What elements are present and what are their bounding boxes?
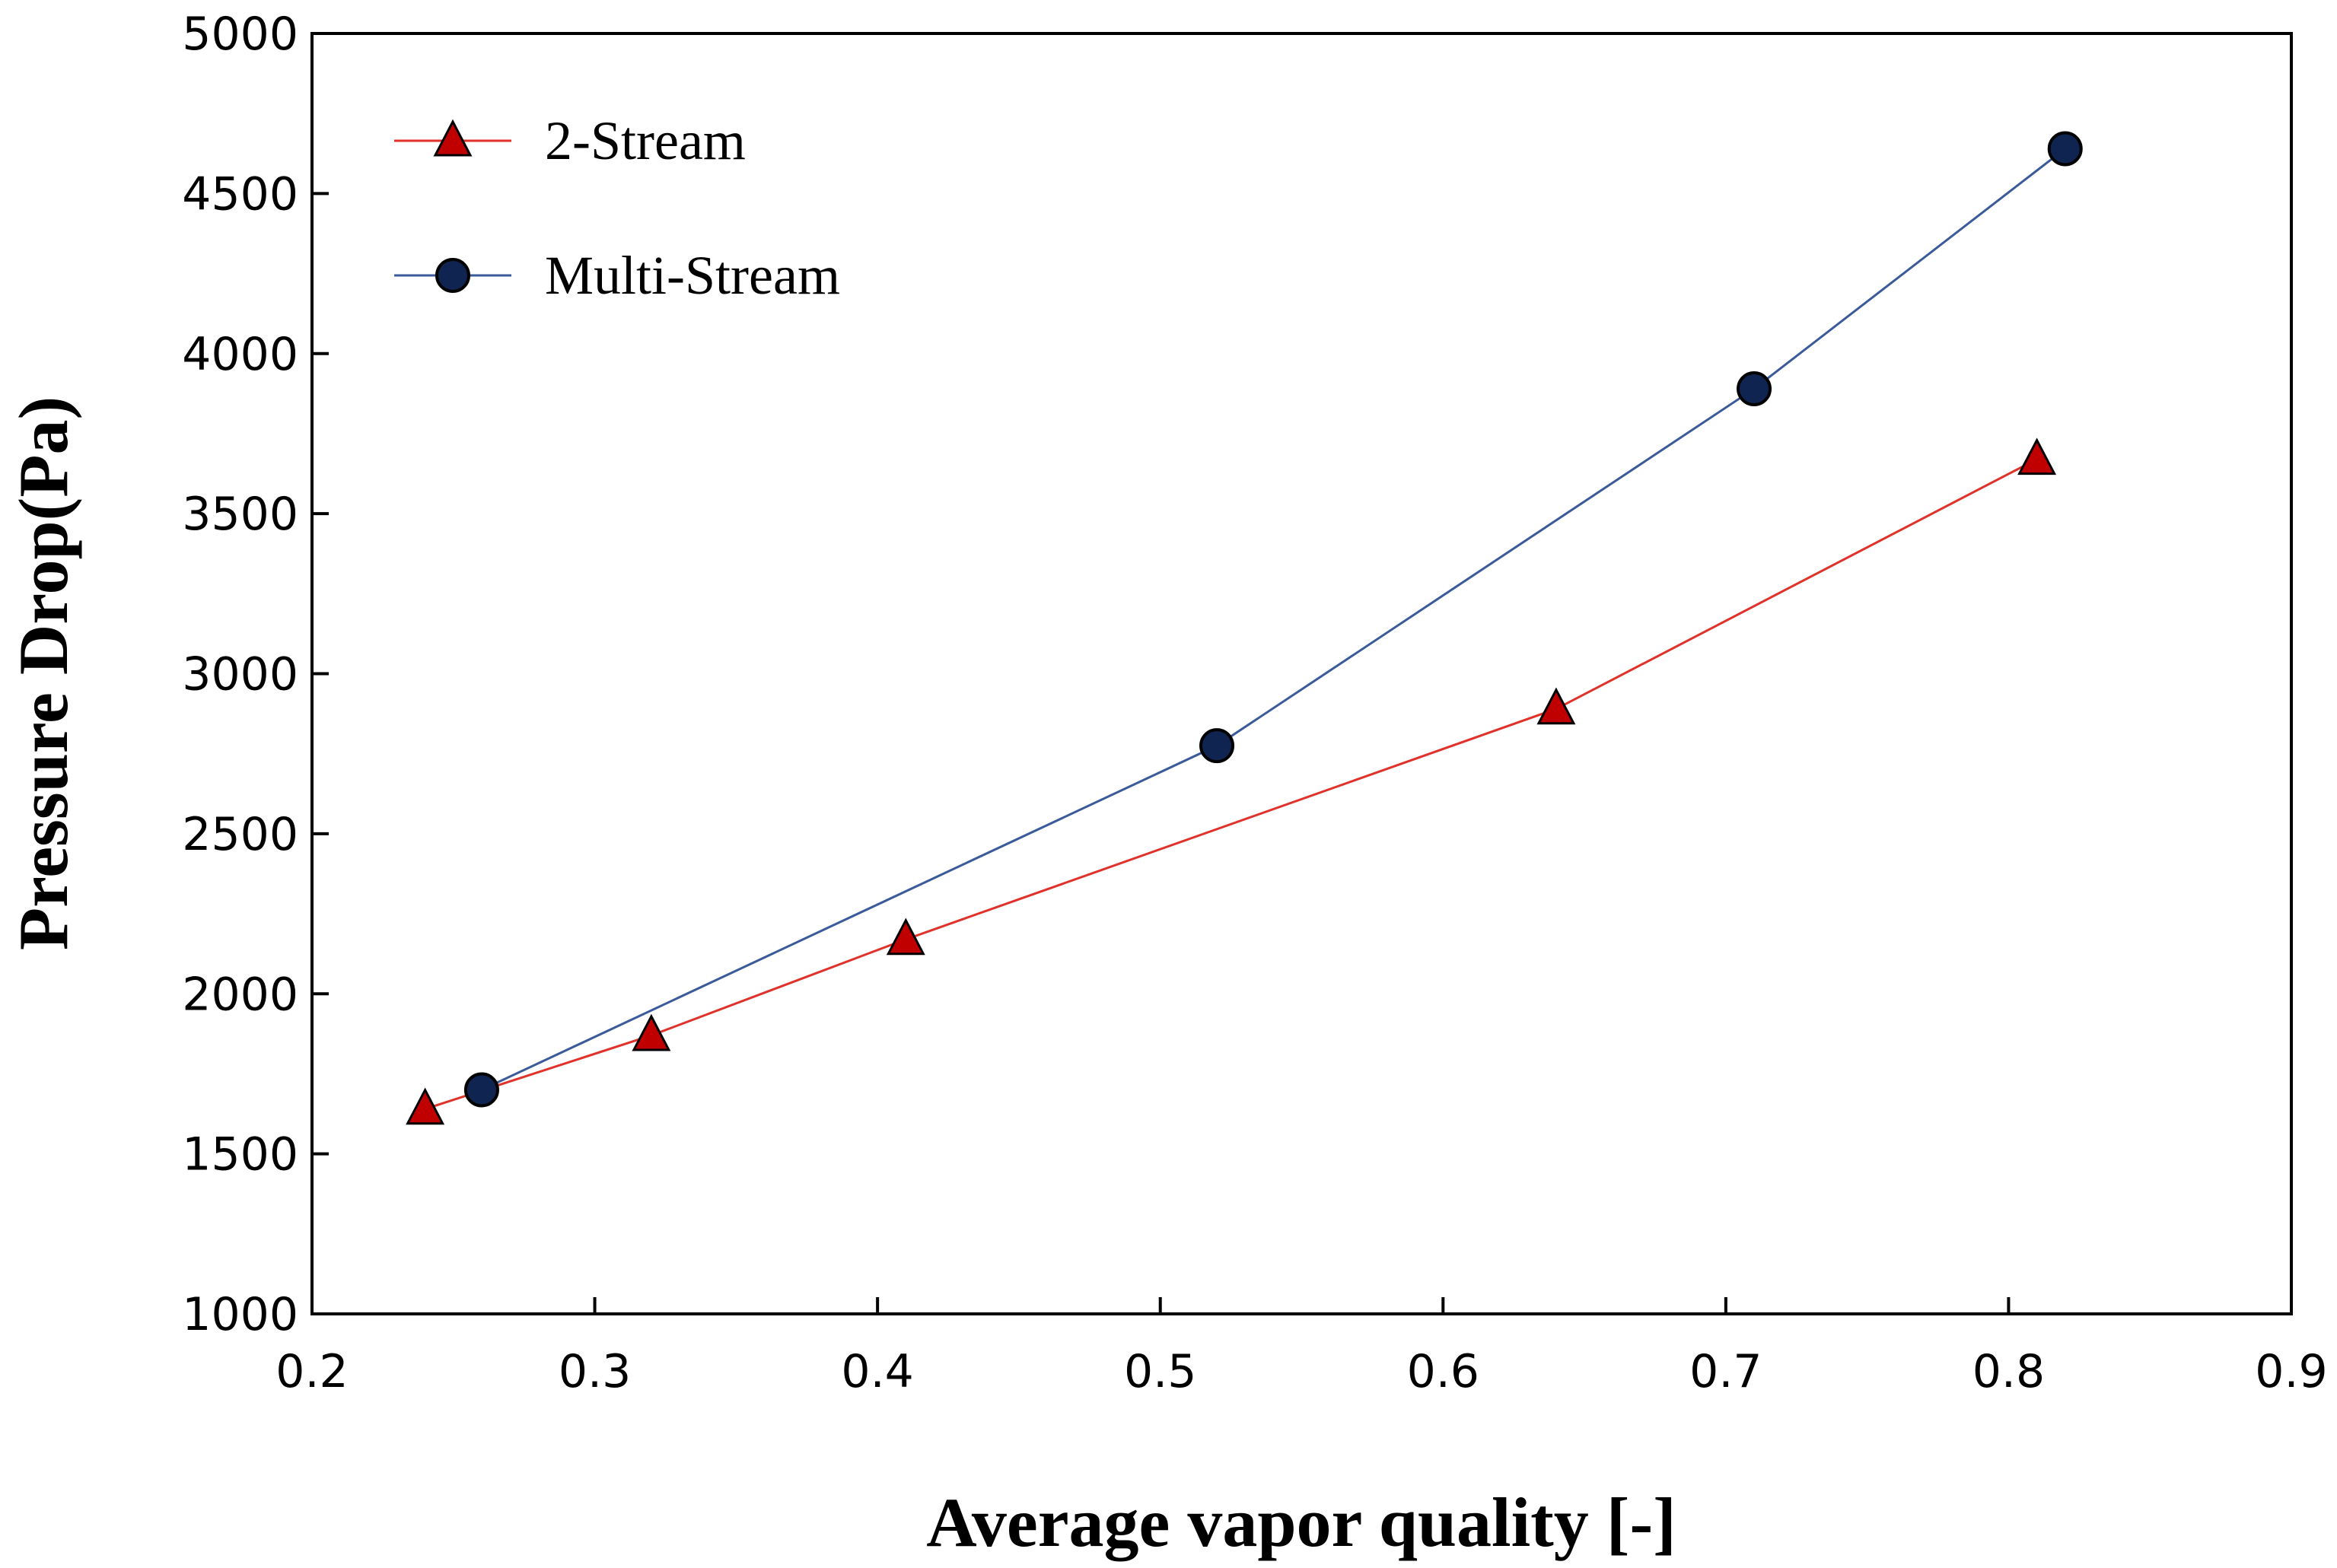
x-axis: 0.2 0.3 0.4 0.5 0.6 0.7 0.8 0.9: [275, 1297, 2328, 1398]
legend-item-multi-stream: Multi-Stream: [394, 245, 840, 306]
legend: 2-Stream Multi-Stream: [394, 110, 840, 306]
data-point-multi-stream: [2047, 131, 2083, 167]
x-axis-title: Average vapor quality [-]: [926, 1484, 1676, 1561]
series-line-multi-stream: [481, 148, 2066, 1091]
y-tick-label: 5000: [182, 8, 298, 61]
legend-marker-multi-stream: [435, 258, 470, 293]
data-point-2-stream: [406, 1087, 445, 1125]
x-tick-label: 0.8: [1972, 1345, 2045, 1398]
x-tick-label: 0.5: [1124, 1345, 1196, 1398]
y-tick-label: 3500: [182, 488, 298, 541]
legend-label: Multi-Stream: [545, 245, 840, 306]
legend-item-2-stream: 2-Stream: [394, 110, 746, 171]
x-tick-label: 0.4: [841, 1345, 913, 1398]
y-axis: 1000 1500 2000 2500 3000 3500 4000 4500 5000: [182, 8, 329, 1341]
data-point-multi-stream: [1199, 728, 1235, 764]
series-multi-stream: [463, 131, 2083, 1108]
series-2-stream: [406, 437, 2057, 1125]
y-tick-label: 2000: [182, 968, 298, 1021]
x-tick-label: 0.9: [2255, 1345, 2327, 1398]
data-point-2-stream: [2017, 437, 2057, 475]
x-tick-label: 0.2: [275, 1345, 348, 1398]
data-point-multi-stream: [463, 1072, 499, 1108]
legend-marker-2-stream: [433, 119, 473, 157]
y-tick-label: 4000: [182, 328, 298, 381]
data-point-2-stream: [886, 918, 925, 956]
x-tick-label: 0.7: [1689, 1345, 1762, 1398]
x-tick-label: 0.3: [559, 1345, 631, 1398]
plot-area-frame: [310, 32, 2293, 1315]
legend-label: 2-Stream: [545, 110, 746, 171]
data-point-2-stream: [632, 1013, 671, 1051]
x-tick-label: 0.6: [1407, 1345, 1479, 1398]
series-layer: [406, 131, 2083, 1125]
y-tick-label: 2500: [182, 808, 298, 861]
y-tick-label: 1000: [182, 1288, 298, 1341]
series-line-2-stream: [425, 458, 2038, 1111]
data-point-2-stream: [1536, 687, 1576, 725]
y-tick-label: 4500: [182, 167, 298, 221]
y-tick-label: 1500: [182, 1128, 298, 1182]
y-tick-label: 3000: [182, 648, 298, 701]
y-axis-title: Pressure Drop(Pa): [5, 396, 82, 950]
data-point-multi-stream: [1737, 371, 1772, 407]
